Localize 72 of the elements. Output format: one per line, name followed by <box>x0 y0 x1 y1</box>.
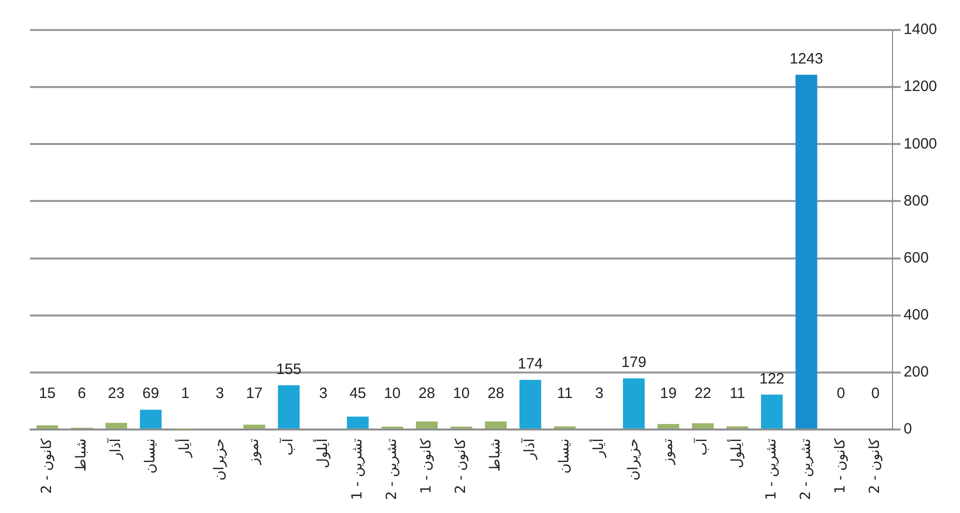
data-label: 1243 <box>790 50 824 68</box>
data-label: 17 <box>246 385 263 402</box>
x-tick-label: كانون - 2 <box>38 438 55 494</box>
x-tick-label: أيار <box>174 438 193 458</box>
bar <box>796 74 818 428</box>
y-tick-label: 800 <box>904 192 929 210</box>
bar <box>760 394 783 428</box>
data-label: 10 <box>452 385 470 402</box>
x-tick-label: كانون - 1 <box>832 438 849 494</box>
bar <box>105 422 128 428</box>
x-tick-label: كانون - 2 <box>867 438 884 494</box>
data-label: 45 <box>349 385 366 402</box>
x-tick-label: آذار <box>520 437 538 460</box>
bar <box>346 416 369 428</box>
data-label: 1 <box>181 385 190 402</box>
x-tick-label: حزيران <box>211 438 228 481</box>
x-tick-label: نيسان <box>142 438 158 474</box>
x-tick-label: حزيران <box>625 438 642 481</box>
data-label: 122 <box>759 370 784 388</box>
data-label: 0 <box>836 385 846 402</box>
x-tick-label: آذار <box>106 437 124 460</box>
y-tick-label: 1000 <box>904 135 938 152</box>
data-label: 22 <box>694 385 712 402</box>
data-label: 19 <box>660 385 677 402</box>
data-label: 10 <box>384 385 401 402</box>
bar <box>519 380 542 428</box>
data-label: 155 <box>276 360 302 378</box>
data-label: 69 <box>142 385 160 402</box>
bar <box>416 421 438 428</box>
data-label: 3 <box>319 385 328 402</box>
x-tick-label: آب <box>278 437 296 456</box>
data-label: 28 <box>418 385 436 402</box>
x-tick-label: تشرين - 1 <box>349 438 366 500</box>
bar <box>484 421 507 428</box>
bar <box>36 425 58 428</box>
y-tick-label: 1400 <box>904 21 938 38</box>
data-label: 3 <box>216 385 224 402</box>
x-tick-label: كانون - 1 <box>418 438 434 494</box>
x-tick-label: تشرين - 1 <box>764 438 780 500</box>
x-tick-label: كانون - 2 <box>452 438 469 494</box>
y-tick-label: 400 <box>904 306 929 324</box>
data-label: 23 <box>108 385 125 402</box>
data-label: 6 <box>78 385 86 402</box>
bar <box>140 410 162 428</box>
x-tick-label: أيلول <box>312 438 331 468</box>
bar <box>243 424 266 428</box>
x-tick-label: تموز <box>660 438 676 466</box>
x-tick-label: نيسان <box>556 438 572 474</box>
bar <box>692 423 714 428</box>
bar <box>622 378 645 428</box>
y-tick-label: 1200 <box>904 78 938 96</box>
x-tick-label: تشرين - 2 <box>384 438 400 500</box>
y-tick-label: 200 <box>904 364 929 381</box>
data-label: 0 <box>871 385 880 402</box>
x-tick-label: شباط <box>73 438 90 472</box>
x-tick-label: آب <box>692 437 710 456</box>
data-label: 174 <box>518 355 543 372</box>
data-label: 15 <box>38 385 56 402</box>
data-label: 28 <box>487 385 504 402</box>
data-label: 11 <box>557 385 573 402</box>
data-label: 179 <box>621 354 646 372</box>
x-tick-label: تموز <box>246 438 262 466</box>
y-tick-label: 600 <box>904 249 929 266</box>
bar <box>278 385 300 428</box>
x-tick-label: أيلول <box>727 438 745 468</box>
y-tick-label: 0 <box>904 420 912 438</box>
data-label: 11 <box>730 385 746 402</box>
bar <box>657 424 680 428</box>
data-label: 3 <box>595 385 604 402</box>
x-tick-label: شباط <box>487 438 504 472</box>
x-tick-label: أيار <box>588 438 607 458</box>
x-tick-label: تشرين - 2 <box>798 438 814 500</box>
